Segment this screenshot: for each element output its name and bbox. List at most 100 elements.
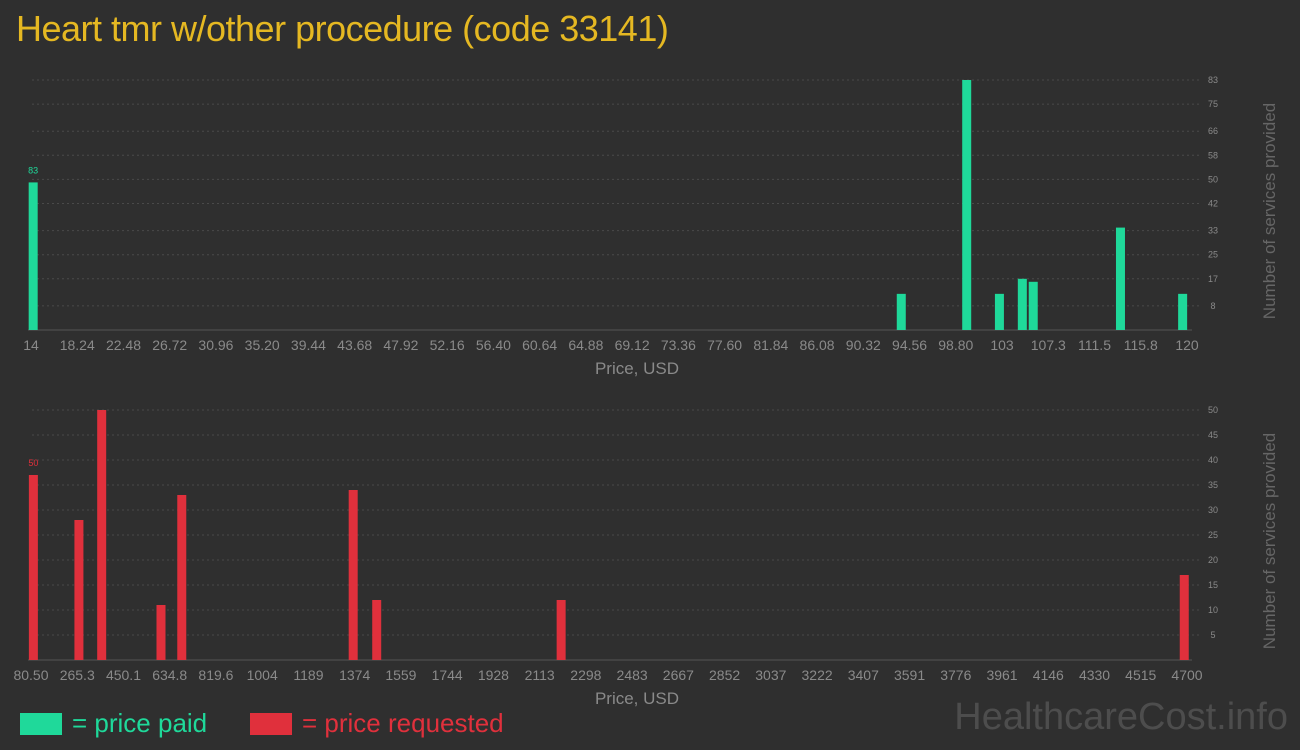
- chart2-x-tick-label: 3037: [755, 667, 786, 683]
- chart2-y-tick-label: 10: [1208, 605, 1218, 615]
- chart2-bar: [28, 475, 38, 660]
- legend-requested: = price requested: [250, 708, 504, 739]
- chart2-y-tick-label: 50: [1208, 405, 1218, 415]
- chart1-bar: [896, 293, 906, 330]
- chart1-x-tick-label: 86.08: [800, 337, 835, 353]
- chart2-y-axis-label: Number of services provided: [1260, 433, 1279, 649]
- chart2-x-tick-label: 3961: [986, 667, 1017, 683]
- chart2-x-tick-label: 3222: [802, 667, 833, 683]
- chart2-x-tick-label: 4330: [1079, 667, 1110, 683]
- legend-paid: = price paid: [20, 708, 207, 739]
- chart2-y-tick-label: 5: [1210, 630, 1215, 640]
- chart2-x-tick-label: 4146: [1033, 667, 1064, 683]
- chart1-y-tick-label: 50: [1208, 174, 1218, 184]
- chart1-bar: [962, 80, 972, 330]
- chart1-x-tick-label: 69.12: [615, 337, 650, 353]
- chart1-x-tick-label: 47.92: [383, 337, 418, 353]
- chart1-x-axis-label: Price, USD: [595, 359, 679, 378]
- legend-paid-label: = price paid: [72, 708, 208, 738]
- chart1-x-tick-label: 26.72: [152, 337, 187, 353]
- chart1-x-tick-label: 98.80: [938, 337, 973, 353]
- chart1-x-tick-label: 52.16: [430, 337, 465, 353]
- chart1-x-tick-label: 107.3: [1031, 337, 1066, 353]
- chart2-x-tick-label: 1559: [385, 667, 416, 683]
- chart1-x-tick-label: 14: [23, 337, 39, 353]
- chart2-bar: [74, 520, 84, 660]
- chart2-x-tick-label: 450.1: [106, 667, 141, 683]
- chart1-y-tick-label: 66: [1208, 126, 1218, 136]
- chart2-bar: [156, 605, 166, 660]
- chart1-x-tick-label: 90.32: [846, 337, 881, 353]
- chart1-x-tick-label: 103: [990, 337, 1014, 353]
- chart2-x-axis-label: Price, USD: [595, 689, 679, 708]
- chart1-x-tick-label: 94.56: [892, 337, 927, 353]
- chart2-x-tick-label: 2667: [663, 667, 694, 683]
- chart1-x-tick-label: 22.48: [106, 337, 141, 353]
- chart2-bar: [348, 490, 358, 660]
- chart1-bar: [1017, 278, 1027, 330]
- chart1-bar: [1115, 227, 1125, 330]
- chart2-x-tick-label: 2113: [525, 667, 555, 683]
- chart2-x-tick-label: 4515: [1125, 667, 1156, 683]
- chart1-x-tick-label: 18.24: [60, 337, 95, 353]
- chart1-x-tick-label: 60.64: [522, 337, 557, 353]
- chart2-y-tick-label: 45: [1208, 430, 1218, 440]
- chart1-y-tick-label: 33: [1208, 226, 1218, 236]
- legend-requested-swatch: [250, 712, 292, 735]
- chart1-bar: [1178, 293, 1188, 330]
- chart2-x-tick-label: 3591: [894, 667, 925, 683]
- chart1-x-tick-label: 77.60: [707, 337, 742, 353]
- chart2-bar: [177, 495, 187, 660]
- chart1-x-tick-label: 115.8: [1124, 337, 1158, 353]
- chart2-x-tick-label: 2298: [570, 667, 601, 683]
- chart1-y-tick-label: 83: [1208, 75, 1218, 85]
- legend-requested-label: = price requested: [302, 708, 504, 738]
- chart2-x-tick-label: 265.3: [60, 667, 95, 683]
- chart2-x-tick-label: 1744: [432, 667, 463, 683]
- chart1-x-tick-label: 81.84: [753, 337, 788, 353]
- chart2-x-tick-label: 3776: [940, 667, 971, 683]
- chart1-y-axis-label: Number of services provided: [1260, 103, 1279, 319]
- chart2-x-tick-label: 2852: [709, 667, 740, 683]
- chart2-y-tick-label: 35: [1208, 480, 1218, 490]
- chart1-x-tick-label: 56.40: [476, 337, 511, 353]
- chart2-bar: [556, 600, 566, 660]
- chart2-y-tick-label: 15: [1208, 580, 1218, 590]
- chart1-x-tick-label: 43.68: [337, 337, 372, 353]
- chart2-x-tick-label: 3407: [848, 667, 879, 683]
- chart2-x-tick-label: 634.8: [152, 667, 187, 683]
- chart1-y-tick-label: 17: [1208, 274, 1218, 284]
- chart1-x-tick-label: 35.20: [245, 337, 280, 353]
- chart2-x-tick-label: 1928: [478, 667, 509, 683]
- chart1-x-tick-label: 120: [1175, 337, 1199, 353]
- chart2-y-tick-label: 20: [1208, 555, 1218, 565]
- chart1-bar: [28, 182, 38, 330]
- chart1-peak-value-label: 83: [28, 165, 38, 175]
- chart2-x-tick-label: 4700: [1171, 667, 1202, 683]
- chart1-y-tick-label: 25: [1208, 250, 1218, 260]
- chart1-x-tick-label: 64.88: [568, 337, 603, 353]
- chart2-y-tick-label: 30: [1208, 505, 1218, 515]
- legend-paid-swatch: [20, 712, 62, 735]
- watermark: HealthcareCost.info: [954, 696, 1288, 738]
- chart2-x-tick-label: 819.6: [198, 667, 233, 683]
- chart2-x-tick-label: 1189: [293, 667, 323, 683]
- chart2-x-tick-label: 1374: [339, 667, 370, 683]
- chart2-y-tick-label: 40: [1208, 455, 1218, 465]
- chart2-x-tick-label: 1004: [247, 667, 278, 683]
- chart2-x-tick-label: 2483: [617, 667, 648, 683]
- chart2-peak-value-label: 50: [28, 458, 38, 468]
- chart1-y-tick-label: 58: [1208, 150, 1218, 160]
- chart2-x-tick-label: 80.50: [13, 667, 48, 683]
- chart2-bar: [372, 600, 382, 660]
- chart1-bar: [1028, 281, 1038, 330]
- chart1-y-tick-label: 42: [1208, 198, 1218, 208]
- chart1-x-tick-label: 111.5: [1078, 337, 1111, 353]
- chart1-y-tick-label: 8: [1210, 301, 1215, 311]
- chart1-x-tick-label: 73.36: [661, 337, 696, 353]
- chart2-y-tick-label: 25: [1208, 530, 1218, 540]
- chart1-y-tick-label: 75: [1208, 99, 1218, 109]
- chart2-bar: [97, 410, 107, 660]
- chart1-bar: [994, 293, 1004, 330]
